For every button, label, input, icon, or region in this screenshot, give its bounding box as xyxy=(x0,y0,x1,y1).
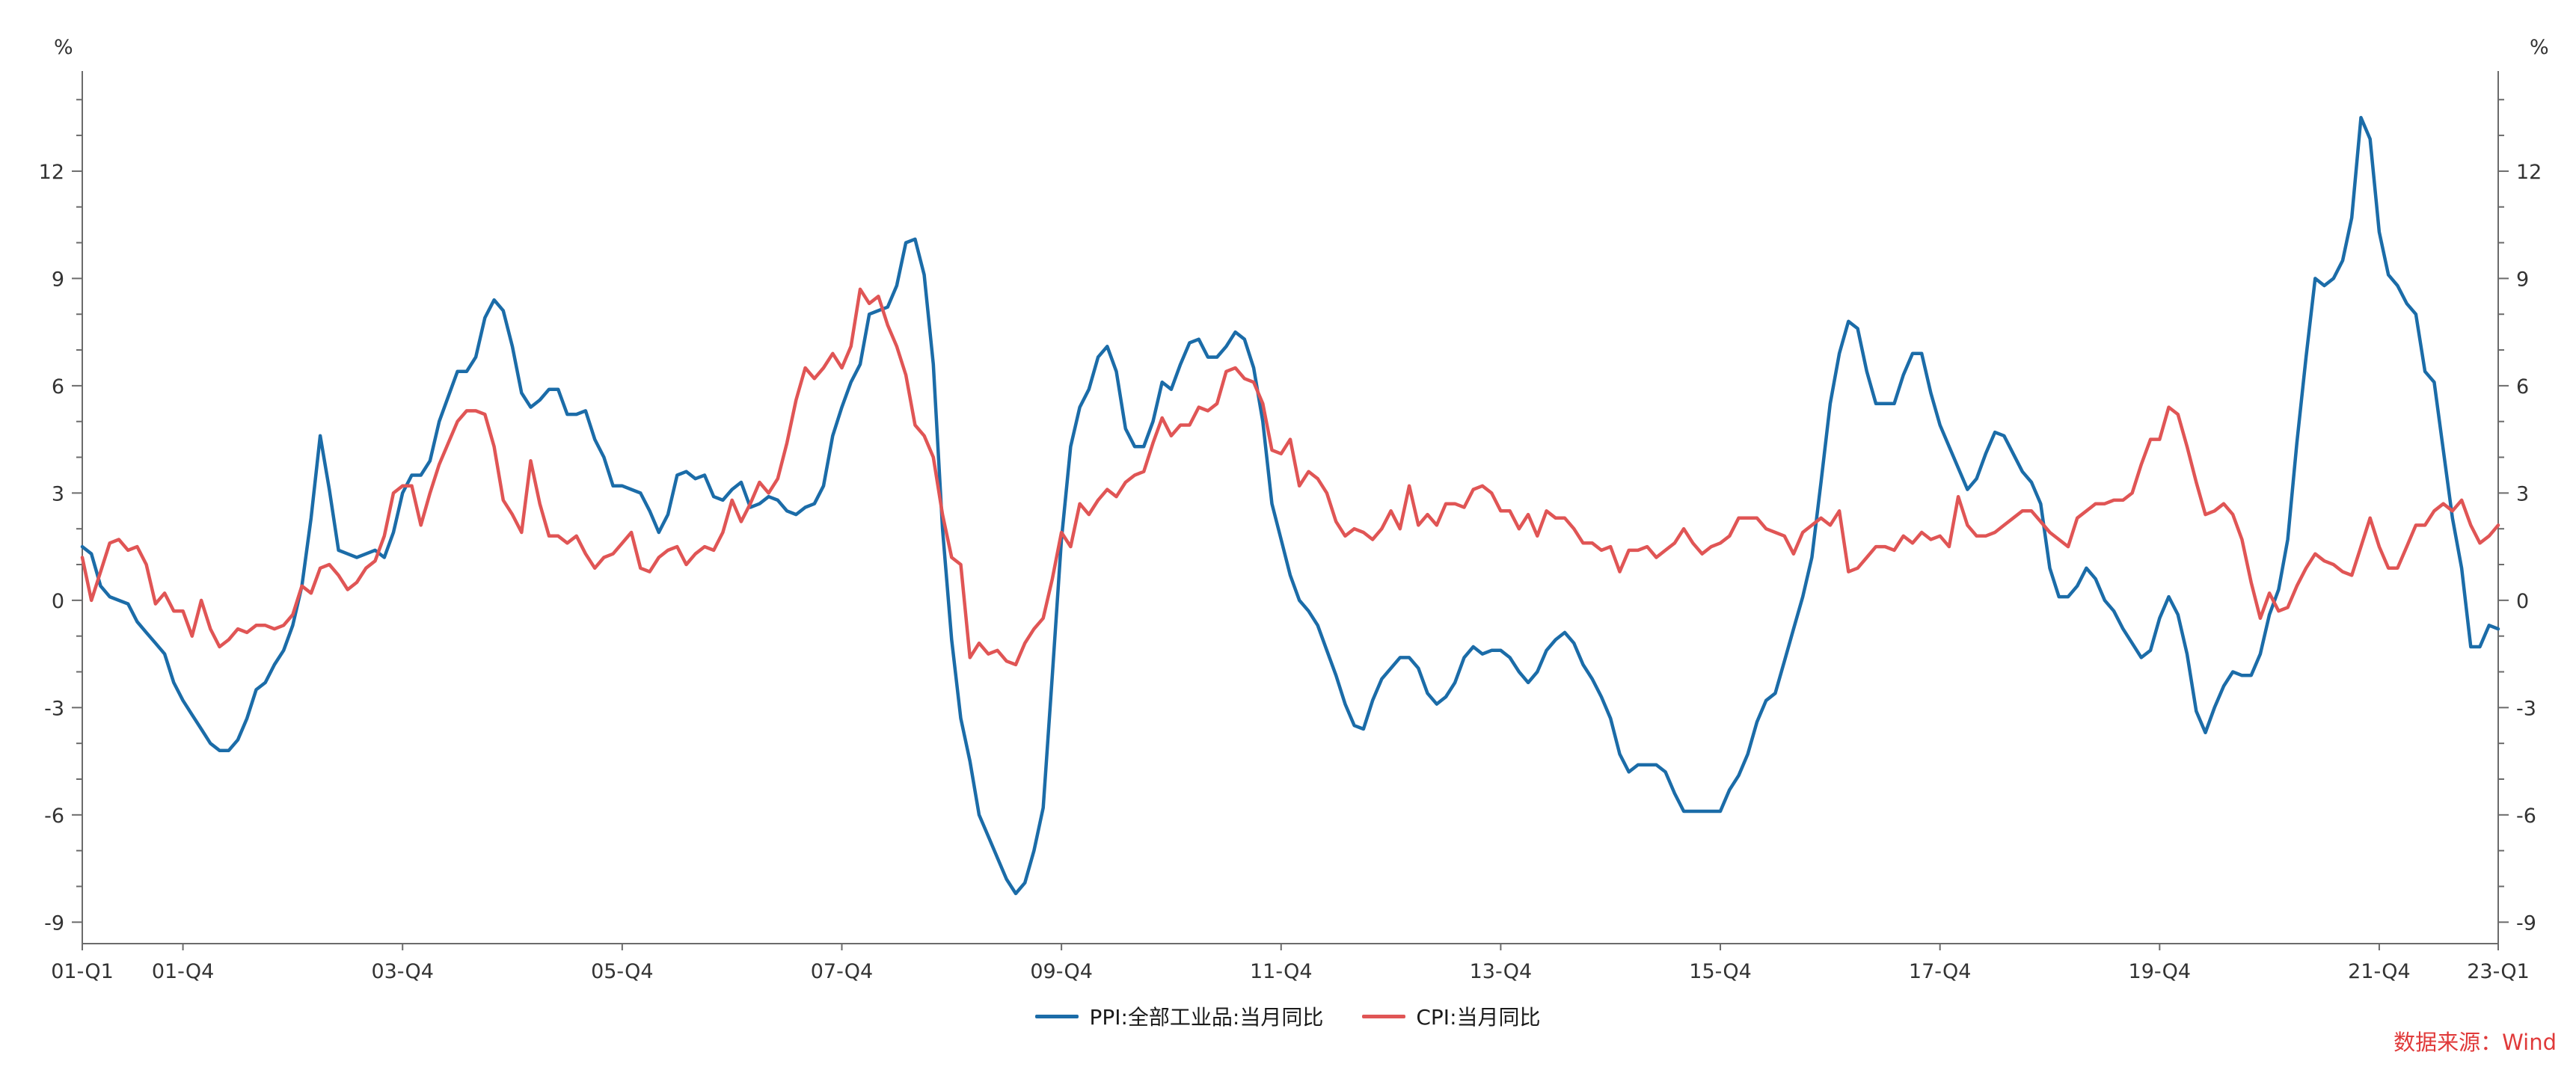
svg-text:17-Q4: 17-Q4 xyxy=(1909,960,1972,983)
svg-text:6: 6 xyxy=(2516,375,2529,399)
svg-text:9: 9 xyxy=(2516,268,2529,291)
svg-text:01-Q4: 01-Q4 xyxy=(152,960,215,983)
cpi-legend-label: CPI:当月同比 xyxy=(1416,1005,1541,1030)
cpi-line-swatch xyxy=(1362,1014,1406,1018)
svg-text:23-Q1: 23-Q1 xyxy=(2467,960,2530,983)
svg-text:-6: -6 xyxy=(44,805,64,828)
svg-text:3: 3 xyxy=(52,482,64,505)
svg-text:11-Q4: 11-Q4 xyxy=(1250,960,1313,983)
svg-text:0: 0 xyxy=(2516,590,2529,613)
svg-text:13-Q4: 13-Q4 xyxy=(1470,960,1533,983)
svg-text:03-Q4: 03-Q4 xyxy=(371,960,434,983)
svg-text:21-Q4: 21-Q4 xyxy=(2348,960,2411,983)
svg-text:15-Q4: 15-Q4 xyxy=(1689,960,1752,983)
svg-text:6: 6 xyxy=(52,375,64,399)
y-axis-unit-left: % xyxy=(54,36,73,59)
svg-text:05-Q4: 05-Q4 xyxy=(591,960,654,983)
svg-text:0: 0 xyxy=(52,590,64,613)
svg-text:12: 12 xyxy=(2516,161,2542,184)
legend-item-ppi: PPI:全部工业品:当月同比 xyxy=(1035,1001,1323,1031)
svg-text:09-Q4: 09-Q4 xyxy=(1030,960,1093,983)
legend: PPI:全部工业品:当月同比 CPI:当月同比 xyxy=(0,1001,2576,1031)
y-axis-unit-right: % xyxy=(2530,36,2549,59)
svg-text:19-Q4: 19-Q4 xyxy=(2129,960,2192,983)
svg-text:9: 9 xyxy=(52,268,64,291)
svg-text:-3: -3 xyxy=(44,697,64,720)
ppi-line-swatch xyxy=(1035,1014,1079,1018)
svg-text:-9: -9 xyxy=(2516,911,2536,935)
svg-text:07-Q4: 07-Q4 xyxy=(811,960,874,983)
svg-text:12: 12 xyxy=(39,161,64,184)
source-note: 数据来源：Wind xyxy=(2393,1030,2557,1055)
cpi-line xyxy=(80,287,2500,667)
svg-text:-6: -6 xyxy=(2516,805,2536,828)
svg-text:-3: -3 xyxy=(2516,697,2536,720)
legend-item-cpi: CPI:当月同比 xyxy=(1362,1001,1541,1031)
ppi-line xyxy=(80,115,2500,896)
svg-text:-9: -9 xyxy=(44,911,64,935)
svg-text:01-Q1: 01-Q1 xyxy=(51,960,114,983)
ppi-legend-label: PPI:全部工业品:当月同比 xyxy=(1089,1005,1324,1030)
svg-text:3: 3 xyxy=(2516,482,2529,505)
